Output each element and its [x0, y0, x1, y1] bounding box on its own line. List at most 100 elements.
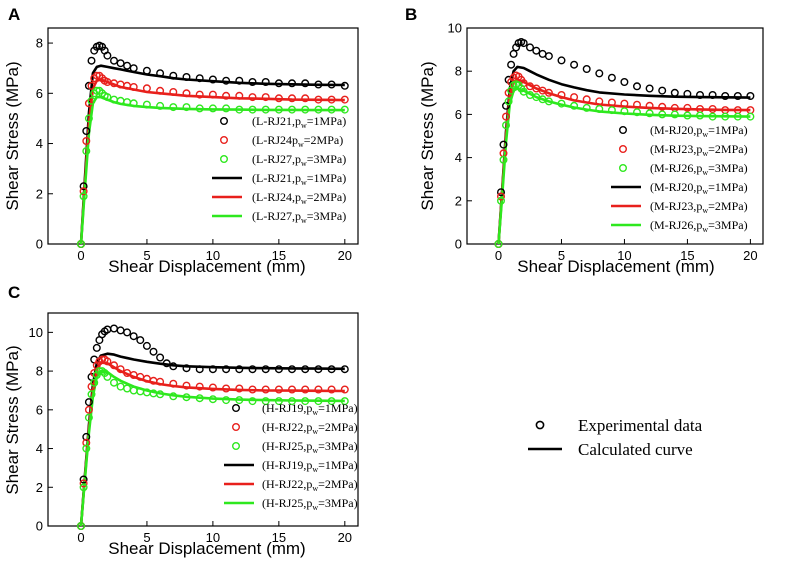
- data-point: [162, 359, 171, 368]
- x-axis-title: Shear Displacement (mm): [108, 539, 305, 558]
- data-point: [314, 105, 323, 114]
- data-point: [683, 111, 692, 120]
- data-point: [327, 385, 336, 394]
- y-tick-label: 10: [29, 325, 43, 340]
- data-point: [327, 105, 336, 114]
- data-point: [195, 104, 204, 113]
- data-point: [235, 105, 244, 114]
- data-point: [82, 444, 91, 453]
- data-point: [248, 385, 257, 394]
- legend-label: (H-RJ22,pw=2MPa): [262, 420, 358, 436]
- data-point: [222, 91, 231, 100]
- calculated-curve: [497, 78, 751, 245]
- y-tick-label: 10: [448, 21, 462, 36]
- x-tick-label: 0: [77, 530, 84, 545]
- x-tick-label: 0: [495, 248, 502, 263]
- data-point: [340, 95, 349, 104]
- data-point: [314, 385, 323, 394]
- data-point: [261, 105, 270, 114]
- data-point: [570, 93, 579, 102]
- data-point: [595, 69, 604, 78]
- data-point: [301, 79, 310, 88]
- legend-marker-icon: [231, 442, 240, 451]
- data-point: [645, 101, 654, 110]
- data-point: [156, 101, 165, 110]
- data-point: [109, 378, 118, 387]
- legend-label: (H-RJ22,pw=2MPa): [262, 477, 358, 493]
- data-point: [235, 76, 244, 85]
- data-point: [340, 81, 349, 90]
- data-point: [222, 104, 231, 113]
- data-point: [142, 66, 151, 75]
- data-point: [327, 95, 336, 104]
- data-point: [708, 104, 717, 113]
- data-point: [136, 336, 145, 345]
- data-point: [169, 392, 178, 401]
- data-point: [288, 79, 297, 88]
- data-point: [123, 384, 132, 393]
- data-point: [195, 90, 204, 99]
- data-point: [301, 365, 310, 374]
- data-point: [248, 365, 257, 374]
- data-point: [79, 182, 88, 191]
- data-point: [79, 187, 88, 196]
- data-point: [103, 372, 112, 381]
- data-point: [595, 97, 604, 106]
- data-point: [182, 72, 191, 81]
- data-point: [645, 84, 654, 93]
- data-point: [733, 112, 742, 121]
- data-point: [595, 104, 604, 113]
- legend-label: (H-RJ19,pw=1MPa): [262, 458, 358, 474]
- legend-label: (H-RJ25,pw=3MPa): [262, 496, 358, 512]
- data-point: [327, 397, 336, 406]
- legend-marker-icon: [231, 404, 240, 413]
- data-point: [274, 94, 283, 103]
- y-tick-label: 6: [36, 86, 43, 101]
- data-point: [79, 192, 88, 201]
- data-point: [82, 126, 91, 135]
- data-point: [248, 397, 257, 406]
- plot-frame: [47, 27, 359, 245]
- y-tick-label: 8: [455, 64, 462, 79]
- panel-letter: C: [8, 283, 20, 302]
- data-point: [84, 114, 93, 123]
- data-point: [658, 86, 667, 95]
- calculated-curve: [79, 64, 345, 245]
- data-point: [499, 155, 508, 164]
- x-tick-label: 10: [206, 530, 220, 545]
- data-point: [274, 79, 283, 88]
- panel-letter: A: [8, 5, 20, 24]
- x-tick-label: 5: [558, 248, 565, 263]
- legend-label: (M-RJ20,pw=1MPa): [650, 180, 748, 196]
- data-point: [149, 347, 158, 356]
- calculated-curve: [497, 87, 751, 245]
- x-tick-label: 0: [77, 248, 84, 263]
- x-axis-title: Shear Displacement (mm): [517, 257, 714, 276]
- data-point: [129, 332, 138, 341]
- data-point: [129, 386, 138, 395]
- legend-label: (M-RJ20,pw=1MPa): [650, 123, 748, 139]
- data-point: [494, 239, 503, 248]
- data-point: [195, 382, 204, 391]
- legend-label: (M-RJ23,pw=2MPa): [650, 142, 748, 158]
- data-point: [708, 90, 717, 99]
- data-point: [82, 438, 91, 447]
- data-point: [129, 99, 138, 108]
- y-tick-label: 0: [36, 519, 43, 534]
- data-point: [733, 91, 742, 100]
- data-point: [683, 103, 692, 112]
- data-point: [208, 104, 217, 113]
- y-axis-title: Shear Stress (MPa): [3, 345, 22, 494]
- data-point: [340, 365, 349, 374]
- data-point: [235, 365, 244, 374]
- data-point: [645, 109, 654, 118]
- experimental-marker-icon: [535, 420, 545, 430]
- data-point: [195, 74, 204, 83]
- data-point: [658, 102, 667, 111]
- data-point: [301, 385, 310, 394]
- data-point: [82, 147, 91, 156]
- experimental-label: Experimental data: [578, 416, 703, 435]
- plot-frame: [47, 312, 359, 527]
- x-tick-label: 15: [272, 530, 286, 545]
- data-point: [721, 91, 730, 100]
